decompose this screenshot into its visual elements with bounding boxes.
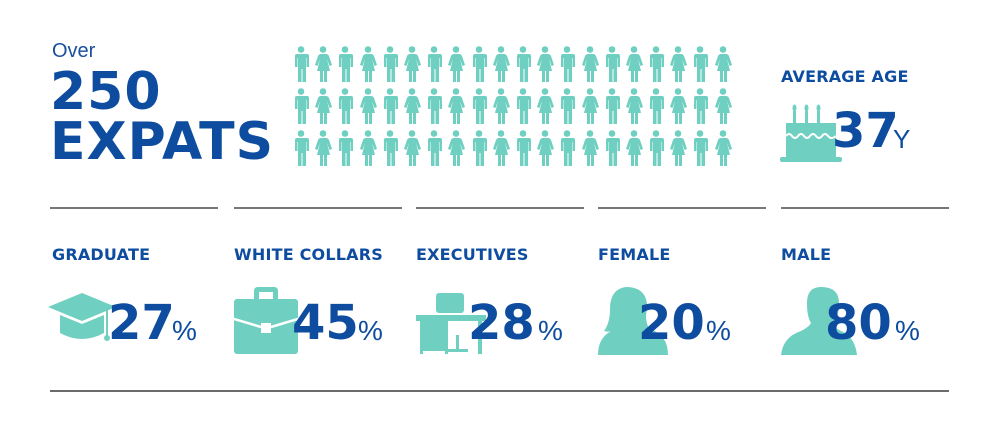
male-person-icon: [290, 88, 312, 126]
stat-unit: %: [895, 315, 920, 346]
male-person-icon: [334, 88, 356, 126]
female-person-icon: [401, 130, 423, 168]
male-person-icon: [468, 46, 490, 84]
male-person-icon: [645, 88, 667, 126]
female-person-icon: [312, 46, 334, 84]
female-person-icon: [623, 88, 645, 126]
female-person-icon: [623, 46, 645, 84]
male-person-icon: [423, 130, 445, 168]
stat-value: 80: [825, 295, 892, 351]
stat-label: MALE: [781, 245, 832, 264]
stat-unit: %: [358, 315, 383, 346]
male-person-icon: [601, 130, 623, 168]
female-person-icon: [357, 88, 379, 126]
male-person-icon: [468, 88, 490, 126]
female-person-icon: [445, 88, 467, 126]
male-person-icon: [290, 46, 312, 84]
male-person-icon: [379, 88, 401, 126]
male-person-icon: [556, 88, 578, 126]
briefcase-icon: [233, 285, 299, 359]
female-person-icon: [490, 130, 512, 168]
female-person-icon: [578, 46, 600, 84]
male-person-icon: [423, 88, 445, 126]
divider: [50, 207, 218, 209]
male-person-icon: [689, 46, 711, 84]
female-person-icon: [401, 46, 423, 84]
divider: [416, 207, 584, 209]
female-person-icon: [357, 46, 379, 84]
divider: [598, 207, 766, 209]
male-person-icon: [290, 130, 312, 168]
stat-value: 28: [468, 295, 535, 351]
male-person-icon: [601, 46, 623, 84]
headline-prefix: Over: [52, 40, 96, 62]
stat-label: EXECUTIVES: [416, 245, 529, 264]
male-person-icon: [334, 130, 356, 168]
average-age-unit: Y: [893, 124, 911, 154]
average-age-value: 37: [832, 103, 899, 159]
male-person-icon: [379, 130, 401, 168]
divider: [781, 207, 949, 209]
birthday-cake-icon: [780, 103, 842, 167]
female-person-icon: [357, 130, 379, 168]
female-person-icon: [667, 88, 689, 126]
desk-icon: [416, 293, 486, 359]
people-row: [290, 130, 735, 172]
people-row: [290, 46, 735, 88]
female-silhouette-icon: [598, 285, 668, 359]
female-person-icon: [712, 88, 734, 126]
male-person-icon: [601, 88, 623, 126]
female-person-icon: [667, 46, 689, 84]
female-person-icon: [667, 130, 689, 168]
female-person-icon: [578, 130, 600, 168]
people-grid: [290, 46, 735, 172]
bottom-divider: [50, 390, 949, 392]
male-person-icon: [645, 46, 667, 84]
average-age-label: AVERAGE AGE: [781, 67, 909, 86]
stat-unit: %: [172, 315, 197, 346]
stat-label: GRADUATE: [52, 245, 151, 264]
male-person-icon: [334, 46, 356, 84]
male-person-icon: [645, 130, 667, 168]
stat-label: FEMALE: [598, 245, 671, 264]
stat-unit: %: [538, 315, 563, 346]
stat-value: 45: [292, 295, 359, 351]
stat-value: 20: [638, 295, 705, 351]
female-person-icon: [490, 46, 512, 84]
male-silhouette-icon: [781, 287, 857, 359]
female-person-icon: [312, 130, 334, 168]
divider: [234, 207, 402, 209]
male-person-icon: [379, 46, 401, 84]
male-person-icon: [689, 130, 711, 168]
male-person-icon: [689, 88, 711, 126]
male-person-icon: [468, 130, 490, 168]
female-person-icon: [534, 46, 556, 84]
male-person-icon: [512, 130, 534, 168]
male-person-icon: [512, 46, 534, 84]
male-person-icon: [556, 46, 578, 84]
stat-value: 27: [108, 295, 175, 351]
male-person-icon: [512, 88, 534, 126]
female-person-icon: [712, 130, 734, 168]
female-person-icon: [578, 88, 600, 126]
female-person-icon: [623, 130, 645, 168]
male-person-icon: [423, 46, 445, 84]
female-person-icon: [534, 130, 556, 168]
headline-word: EXPATS: [50, 112, 275, 172]
male-person-icon: [556, 130, 578, 168]
female-person-icon: [490, 88, 512, 126]
graduation-cap-icon: [48, 293, 116, 355]
stat-unit: %: [706, 315, 731, 346]
female-person-icon: [445, 130, 467, 168]
female-person-icon: [712, 46, 734, 84]
female-person-icon: [401, 88, 423, 126]
stat-label: WHITE COLLARS: [234, 245, 383, 264]
female-person-icon: [445, 46, 467, 84]
people-row: [290, 88, 735, 130]
female-person-icon: [534, 88, 556, 126]
female-person-icon: [312, 88, 334, 126]
headline-number: 250: [50, 62, 162, 122]
